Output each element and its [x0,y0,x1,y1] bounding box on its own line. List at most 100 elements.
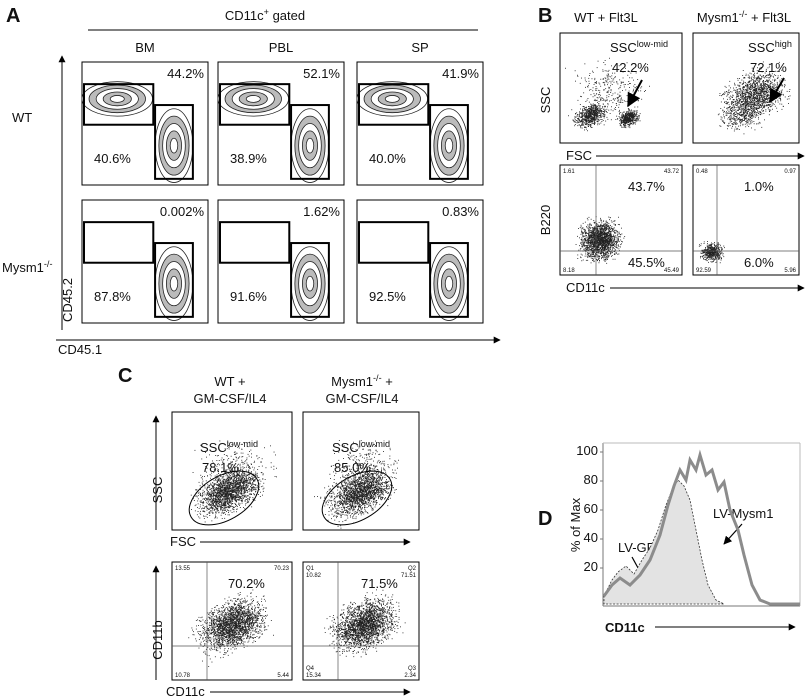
dot [584,250,586,251]
dot [590,109,591,111]
dot [593,252,594,253]
dot [627,74,629,76]
dot [748,116,750,117]
dot [761,101,763,103]
dot [581,231,583,233]
dot [583,229,585,231]
dot [614,237,616,239]
dot [571,109,573,111]
dot [750,100,752,102]
dot [585,107,586,109]
dot [595,113,597,115]
dot [596,243,598,244]
dot [588,119,590,121]
dot [582,124,584,126]
dot [745,109,747,111]
dot [590,237,592,239]
dot [600,114,601,116]
dot [747,85,748,87]
dot [757,103,759,105]
dot [625,113,626,115]
superscript: high [775,39,792,49]
dot [580,112,582,114]
dot [606,245,608,247]
dot [604,261,606,262]
dot [601,240,603,242]
dot [605,220,607,222]
dot [586,114,588,116]
dot [581,123,583,125]
dot [591,248,593,249]
dot [750,108,752,110]
dot [603,114,605,116]
dot [589,226,591,228]
dot [750,122,752,124]
dot [591,241,593,242]
dot [750,85,751,87]
dot [634,84,636,85]
dot [765,99,766,100]
dot [599,244,600,245]
dot [582,118,583,120]
dot [598,258,599,260]
dot [579,237,580,239]
dot [588,256,590,258]
dot [624,119,626,121]
dot [751,101,753,103]
dot [610,235,612,236]
dot [586,232,588,234]
dot [608,232,610,234]
dot [719,95,721,96]
dot [587,239,589,241]
dot [745,101,747,103]
dot [586,217,588,219]
dot [624,236,626,237]
contour [169,275,179,292]
dot [749,72,751,74]
dot [574,70,576,72]
dot [612,229,614,231]
dot [628,120,630,122]
dot [753,123,755,125]
dot [749,88,751,89]
dot [597,117,599,119]
dot [745,92,747,94]
dot [769,74,770,75]
dot [753,104,755,106]
dot [606,232,608,234]
dot [770,90,771,92]
dot [742,70,744,71]
dot [585,237,587,239]
dot [620,98,622,100]
dot [607,248,608,249]
dot [593,237,595,239]
dot [616,81,618,82]
dot [751,127,752,129]
dot [594,226,596,228]
dot [590,249,592,251]
dot [583,243,585,245]
dot [607,82,609,84]
dot [594,236,596,238]
dot [725,101,727,103]
dot [749,90,751,92]
column-label: SP [411,40,428,55]
dot [736,117,738,119]
dot [607,84,608,86]
dot [600,228,602,230]
dot [581,239,583,241]
dot [733,104,735,105]
dot [598,222,600,223]
dot [584,127,585,128]
dot [766,87,768,89]
dot [606,92,608,93]
dot [595,108,597,110]
dot [626,115,628,117]
dot [593,220,595,221]
dot [606,258,608,260]
dot [581,115,583,117]
dot [635,115,636,117]
dot [599,228,601,230]
dot [599,110,601,112]
dot [746,96,747,98]
